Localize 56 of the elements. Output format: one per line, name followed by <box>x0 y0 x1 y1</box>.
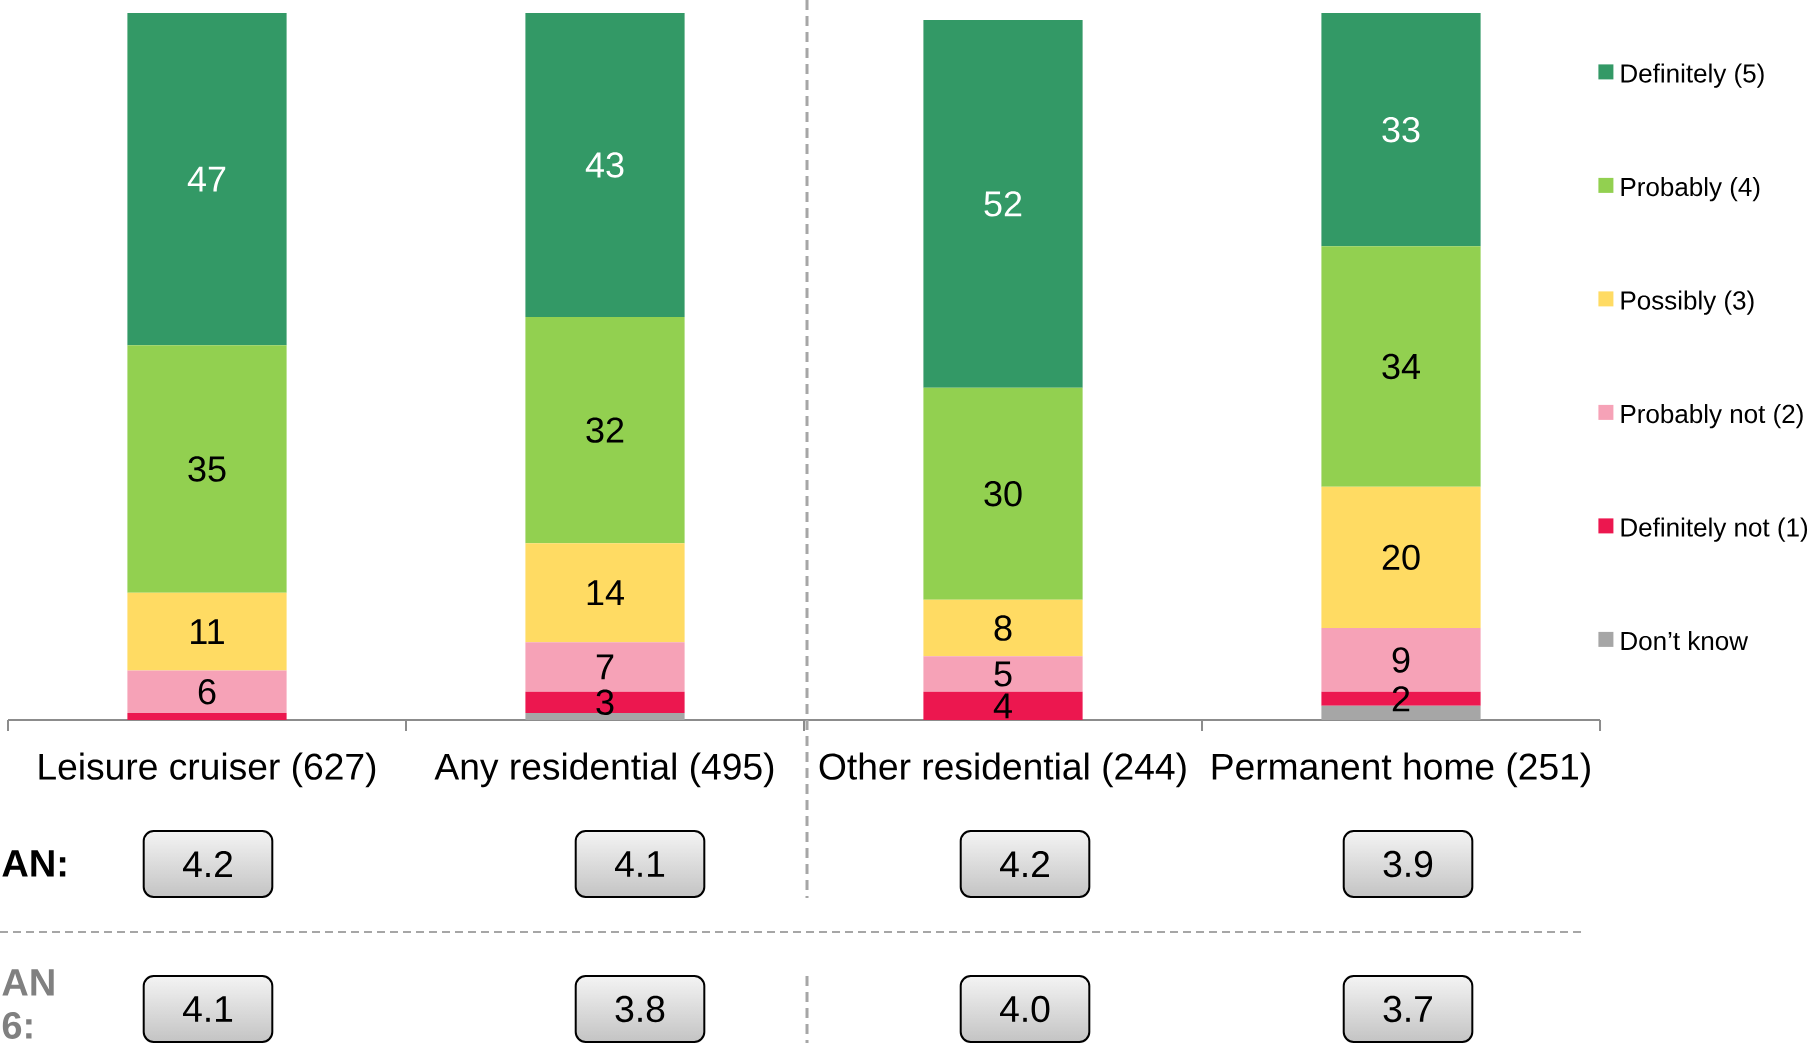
bar <box>127 592 287 671</box>
bar <box>127 345 287 593</box>
data-label: 8 <box>994 615 1012 641</box>
bar <box>525 543 685 643</box>
text: 4.0 <box>1000 995 1050 1023</box>
data-label: 7 <box>596 654 614 680</box>
data-label: 33 <box>1382 116 1420 143</box>
data-label: 9 <box>1392 647 1410 673</box>
text: 4.1 <box>182 996 233 1022</box>
x-tick-label: Permanent home (251) <box>1212 752 1590 788</box>
legend-label: Definitely not (1) <box>1621 517 1808 542</box>
data-label: 32 <box>586 417 624 443</box>
text: 4.1 <box>615 851 665 877</box>
legend-label: Probably (4) <box>1621 177 1760 202</box>
data-label: 43 <box>585 152 624 178</box>
legend-label: Possibly (3) <box>1621 290 1754 315</box>
data-label: 4 <box>993 693 1012 719</box>
data-label: 30 <box>984 481 1022 507</box>
bar <box>923 691 1083 720</box>
text: 4.2 <box>182 851 232 877</box>
data-label: 52 <box>984 191 1022 217</box>
data-label: 34 <box>1382 353 1420 380</box>
bar <box>923 387 1083 600</box>
x-tick-label: Any residential (495) <box>434 752 774 788</box>
legend-label: Probably not (2) <box>1621 404 1803 429</box>
data-label: 3 <box>596 689 614 716</box>
legend-label: Definitely (5) <box>1621 63 1764 88</box>
data-label: 47 <box>187 166 226 192</box>
bar <box>127 670 287 713</box>
bar <box>127 712 287 720</box>
bar <box>525 12 685 317</box>
data-label: 2 <box>1392 686 1410 712</box>
bar <box>923 20 1083 388</box>
bar <box>1321 12 1481 247</box>
data-label: 11 <box>191 619 224 644</box>
data-label: 35 <box>188 456 226 482</box>
text: AN 6: <box>2 969 54 1039</box>
data-label: 20 <box>1382 544 1420 571</box>
text: 3.9 <box>1383 850 1433 878</box>
bar <box>923 656 1083 692</box>
bar <box>127 12 287 346</box>
text: 3.8 <box>615 995 665 1023</box>
bar <box>1321 486 1481 629</box>
text: 4.2 <box>1000 851 1049 877</box>
text: 3.7 <box>1383 995 1432 1023</box>
bar <box>923 599 1083 657</box>
data-label: 6 <box>198 678 216 705</box>
legend-label: Don’t know <box>1621 631 1749 651</box>
data-label: 5 <box>994 661 1012 687</box>
bar <box>525 691 685 713</box>
x-tick-label: Leisure cruiser (627) <box>39 752 376 788</box>
bar <box>525 317 685 544</box>
x-tick-label: Other residential (244) <box>819 752 1186 788</box>
bar <box>1321 246 1481 487</box>
text: AN: <box>2 850 66 877</box>
data-label: 14 <box>587 580 624 606</box>
